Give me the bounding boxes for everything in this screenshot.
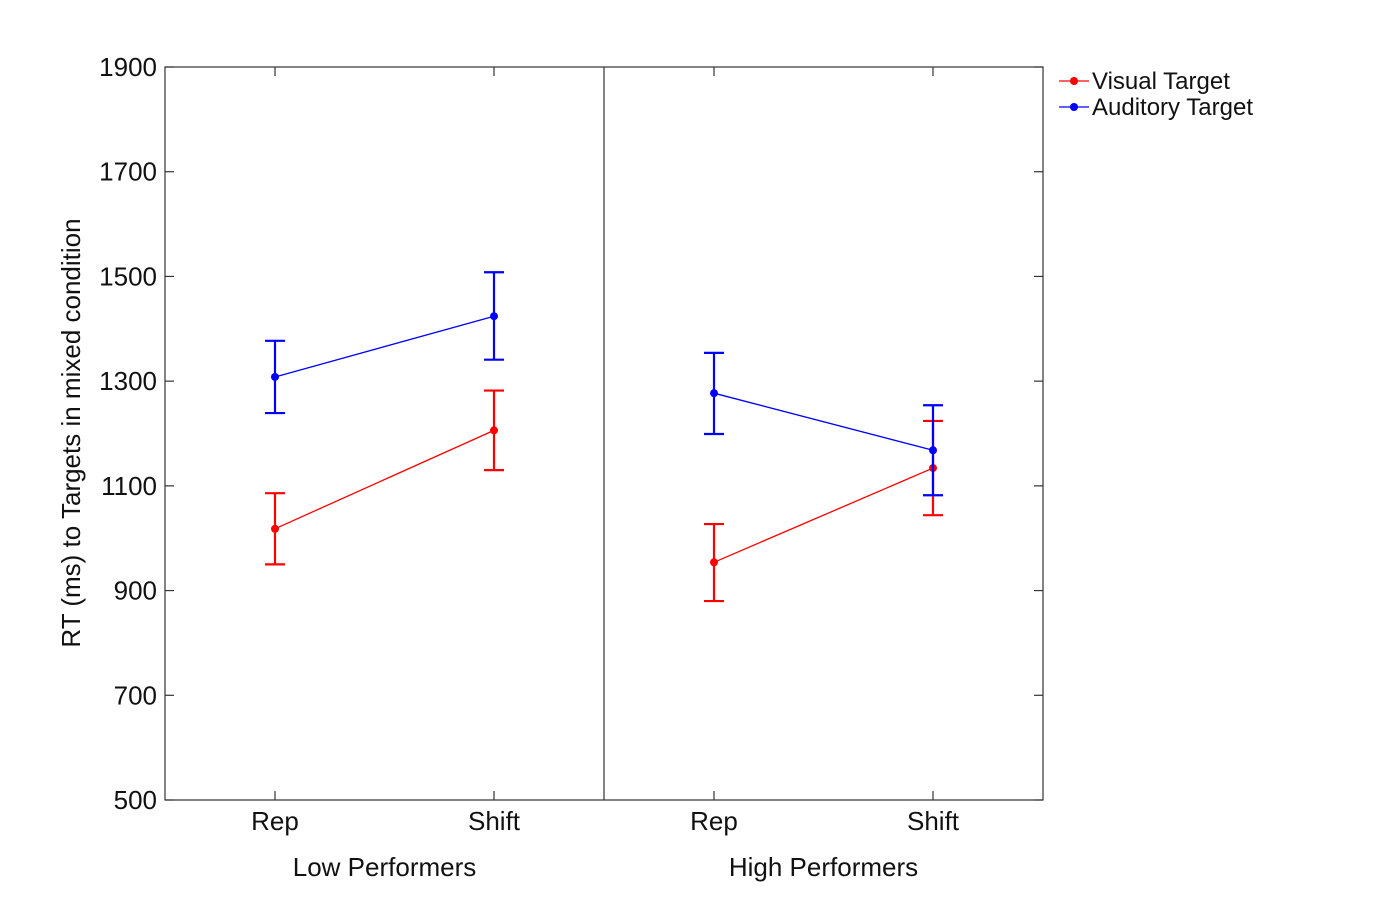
- legend-label: Auditory Target: [1092, 94, 1253, 121]
- series-line: [274, 315, 495, 378]
- data-point: [710, 558, 718, 567]
- y-tick-label: 500: [114, 785, 157, 815]
- x-axis: Rep Shift Low Performers Rep Shift High Perfo…: [251, 67, 960, 882]
- x-tick-label: Shift: [468, 806, 521, 836]
- legend-marker: [1070, 103, 1078, 111]
- data-point: [929, 446, 937, 455]
- data-point: [271, 524, 279, 533]
- data-point: [490, 426, 498, 435]
- panel-label: Low Performers: [293, 852, 477, 882]
- y-tick-label: 1700: [99, 157, 157, 187]
- legend-marker: [1070, 77, 1078, 85]
- data-point: [710, 389, 718, 398]
- series-visual-target: [265, 389, 943, 603]
- y-axis-label: RT (ms) to Targets in mixed condition: [56, 218, 86, 647]
- series-line: [713, 392, 934, 451]
- x-tick-label: Rep: [690, 806, 738, 836]
- legend-label: Visual Target: [1092, 68, 1230, 95]
- series-line: [274, 429, 495, 530]
- y-tick-label: 1900: [99, 52, 157, 82]
- x-tick-label: Rep: [251, 806, 299, 836]
- y-tick-label: 1300: [99, 366, 157, 396]
- plot-area: [164, 66, 1044, 801]
- data-point: [490, 312, 498, 321]
- x-tick-label: Shift: [907, 806, 960, 836]
- series-auditory-target: [265, 271, 943, 497]
- y-tick-label: 1100: [101, 471, 157, 501]
- y-tick-label: 1500: [99, 261, 157, 291]
- y-axis: 500 700 900 1100 1300 1500 1700 1900: [99, 52, 1043, 815]
- data-point: [271, 372, 279, 381]
- series-layer: [265, 271, 943, 603]
- panel-label: High Performers: [729, 852, 918, 882]
- y-tick-label: 900: [114, 576, 157, 606]
- y-tick-label: 700: [114, 680, 157, 710]
- series-line: [713, 467, 934, 563]
